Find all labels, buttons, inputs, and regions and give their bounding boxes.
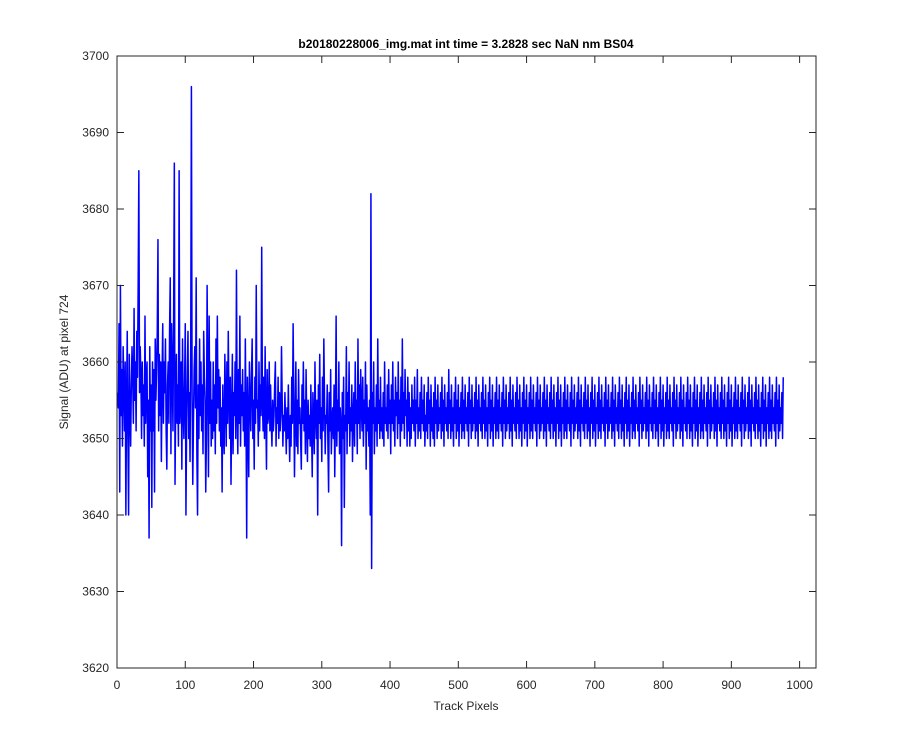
y-tick-label: 3690 <box>82 126 109 140</box>
x-tick-label: 1000 <box>786 678 813 692</box>
y-tick-label: 3670 <box>82 279 109 293</box>
x-tick-label: 900 <box>721 678 741 692</box>
y-tick-label: 3620 <box>82 661 109 675</box>
x-tick-label: 200 <box>244 678 264 692</box>
y-tick-label: 3630 <box>82 585 109 599</box>
y-tick-label: 3700 <box>82 49 109 63</box>
x-tick-label: 300 <box>312 678 332 692</box>
x-tick-label: 0 <box>114 678 121 692</box>
x-tick-label: 600 <box>517 678 537 692</box>
x-tick-label: 100 <box>175 678 195 692</box>
x-tick-label: 500 <box>448 678 468 692</box>
y-tick-label: 3680 <box>82 202 109 216</box>
series-layer <box>116 85 784 570</box>
y-tick-label: 3640 <box>82 508 109 522</box>
x-tick-label: 400 <box>380 678 400 692</box>
y-axis-label: Signal (ADU) at pixel 724 <box>57 294 71 429</box>
x-axis: 0 100 200 300 400 500 600 700 800 900 1000 <box>114 56 813 692</box>
chart-title: b20180228006_img.mat int time = 3.2828 s… <box>298 37 634 51</box>
y-tick-label: 3660 <box>82 355 109 369</box>
plot-area <box>117 56 816 668</box>
x-tick-label: 700 <box>585 678 605 692</box>
y-tick-label: 3650 <box>82 432 109 446</box>
x-axis-label: Track Pixels <box>434 699 499 713</box>
y-axis: 3620 3630 3640 3650 3660 3670 3680 3690 3700 <box>82 49 816 675</box>
x-tick-label: 800 <box>653 678 673 692</box>
signal-series-line <box>116 85 784 570</box>
